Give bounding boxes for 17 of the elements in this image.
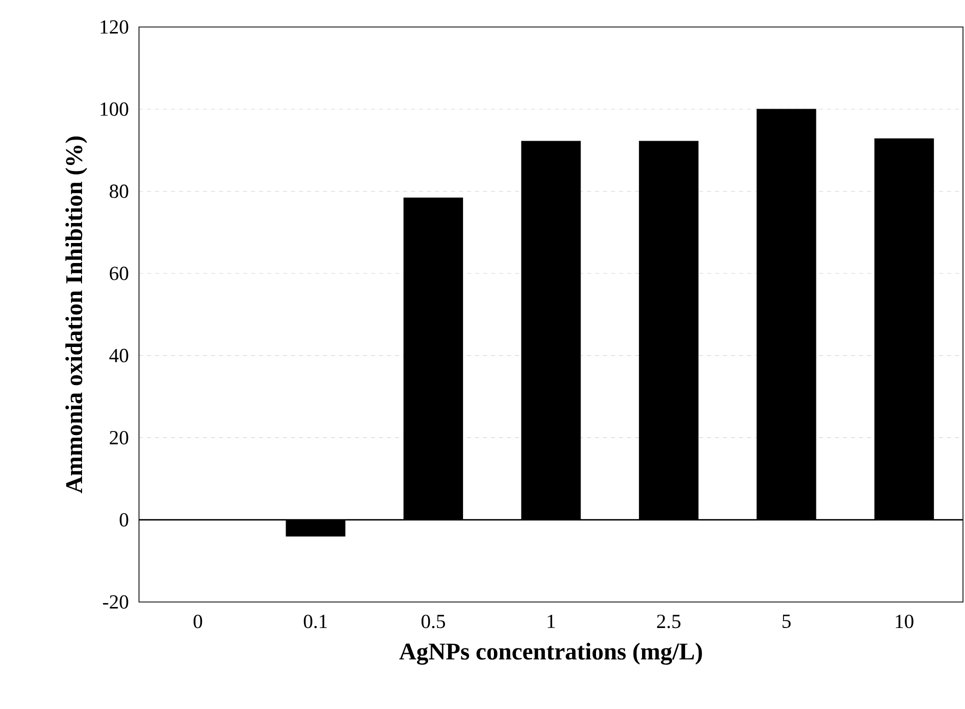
y-tick-label: 0 <box>120 513 128 527</box>
x-tick-label: 10 <box>896 614 914 628</box>
y-axis-title: Ammonia oxidation Inhibition (%) <box>65 136 88 494</box>
x-tick-label: 0.1 <box>304 614 327 628</box>
y-tick-label: 120 <box>100 20 128 34</box>
x-tick-label: 5 <box>782 614 791 628</box>
y-tick-label: 80 <box>110 184 128 198</box>
x-tick-label: 2.5 <box>657 614 680 628</box>
y-tick-label: 100 <box>100 102 128 116</box>
x-tick-label: 0.5 <box>422 614 446 628</box>
x-tick-label: 0 <box>194 614 202 628</box>
x-axis-title: AgNPs concentrations (mg/L) <box>399 642 702 665</box>
y-tick-label: 20 <box>110 430 128 444</box>
y-tick-label: 60 <box>110 266 128 280</box>
x-tick-label: 1 <box>548 614 555 628</box>
y-tick-label: -20 <box>103 595 128 609</box>
y-tick-label: 40 <box>109 348 128 362</box>
